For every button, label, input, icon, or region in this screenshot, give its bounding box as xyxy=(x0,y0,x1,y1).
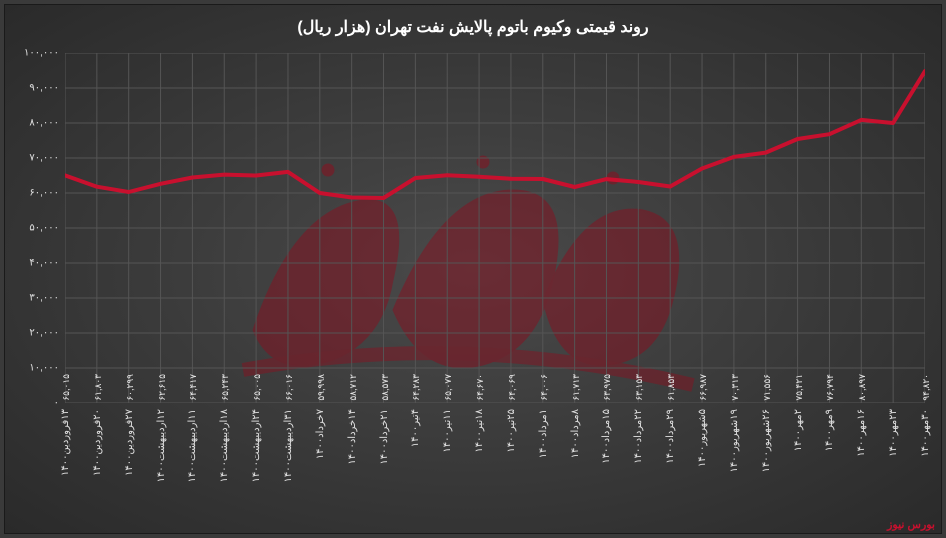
data-label: ۶۰,۲۹۹ xyxy=(125,374,135,401)
data-label: ۶۴,۴۱۷ xyxy=(188,374,198,401)
source-label: بورس نیوز xyxy=(887,518,935,531)
x-tick: ۱۸اردیبهشت۱۴۰۰ xyxy=(219,409,230,482)
data-label: ۶۴,۶۷۰ xyxy=(475,374,485,401)
data-label: ۶۵,۲۴۳ xyxy=(220,374,230,401)
x-tick: ۲۴اردیبهشت۱۴۰۰ xyxy=(251,409,262,482)
x-tick: ۳۱اردیبهشت۱۴۰۰ xyxy=(283,409,294,482)
x-tick: ۱۳فروردین۱۴۰۰ xyxy=(60,409,71,476)
x-tick: ۲۳مهر۱۴۰۰ xyxy=(888,409,899,457)
data-label: ۶۳,۱۵۳ xyxy=(634,374,644,401)
y-axis: ۰۱۰,۰۰۰۲۰,۰۰۰۳۰,۰۰۰۴۰,۰۰۰۵۰,۰۰۰۶۰,۰۰۰۷۰,… xyxy=(5,53,63,403)
data-label: ۷۶,۷۹۴ xyxy=(825,374,835,401)
data-label: ۵۸,۵۷۳ xyxy=(380,374,390,401)
y-tick: ۶۰,۰۰۰ xyxy=(29,188,59,199)
y-tick: ۵۰,۰۰۰ xyxy=(29,223,59,234)
y-tick: ۱۰,۰۰۰ xyxy=(29,363,59,374)
x-tick: ۵شهریور۱۴۰۰ xyxy=(697,409,708,467)
x-tick: ۱۱اردیبهشت۱۴۰۰ xyxy=(187,409,198,482)
x-tick: ۲۱خرداد۱۴۰۰ xyxy=(379,409,390,465)
x-tick: ۱۴خرداد۱۴۰۰ xyxy=(347,409,358,465)
x-tick: ۲۵تیر۱۴۰۰ xyxy=(506,409,517,453)
data-label: ۷۱,۵۵۶ xyxy=(762,374,772,401)
chart-title: روند قیمتی وکیوم باتوم پالایش نفت تهران … xyxy=(5,17,941,37)
x-tick: ۱۹شهریور۱۴۰۰ xyxy=(729,409,740,473)
y-tick: ۹۰,۰۰۰ xyxy=(29,83,59,94)
data-label: ۶۵,۰۱۵ xyxy=(61,374,71,401)
x-tick: ۲۲مرداد۱۴۰۰ xyxy=(633,409,644,464)
data-label: ۶۳,۹۷۵ xyxy=(602,374,612,401)
data-label: ۹۴,۸۲۰ xyxy=(921,374,931,401)
data-label: ۶۶,۹۸۷ xyxy=(698,374,708,401)
data-label: ۸۰,۸۹۷ xyxy=(857,374,867,401)
data-label: ۶۶,۰۱۶ xyxy=(284,374,294,401)
x-tick: ۴تیر۱۴۰۰ xyxy=(410,409,421,447)
x-tick: ۱۶مهر۱۴۰۰ xyxy=(856,409,867,457)
x-tick: ۲۰فروردین۱۴۰۰ xyxy=(92,409,103,476)
y-tick: ۳۰,۰۰۰ xyxy=(29,293,59,304)
x-tick: ۳۰مهر۱۴۰۰ xyxy=(920,409,931,457)
data-label: ۵۹,۹۹۸ xyxy=(316,374,326,401)
y-tick: ۷۰,۰۰۰ xyxy=(29,153,59,164)
data-label: ۶۴,۲۸۳ xyxy=(411,374,421,401)
data-label: ۶۴,۰۶۹ xyxy=(507,374,517,401)
x-tick: ۸مرداد۱۴۰۰ xyxy=(570,409,581,458)
data-label: ۶۴,۰۰۶ xyxy=(539,374,549,401)
x-tick: ۱۸تیر۱۴۰۰ xyxy=(474,409,485,453)
data-labels-layer: ۶۵,۰۱۵۶۱,۸۰۳۶۰,۲۹۹۶۲,۶۱۵۶۴,۴۱۷۶۵,۲۴۳۶۵,۰… xyxy=(65,53,925,403)
x-tick: ۹مهر۱۴۰۰ xyxy=(824,409,835,451)
data-label: ۶۵,۰۷۷ xyxy=(443,374,453,401)
y-tick: ۸۰,۰۰۰ xyxy=(29,118,59,129)
y-tick: ۱۰۰,۰۰۰ xyxy=(24,48,59,59)
y-tick: ۴۰,۰۰۰ xyxy=(29,258,59,269)
x-tick: ۲۷فروردین۱۴۰۰ xyxy=(124,409,135,476)
x-tick: ۱مرداد۱۴۰۰ xyxy=(538,409,549,458)
y-tick: ۲۰,۰۰۰ xyxy=(29,328,59,339)
plot-area: ۶۵,۰۱۵۶۱,۸۰۳۶۰,۲۹۹۶۲,۶۱۵۶۴,۴۱۷۶۵,۲۴۳۶۵,۰… xyxy=(65,53,925,403)
x-tick: ۲۹مرداد۱۴۰۰ xyxy=(665,409,676,464)
chart-container: روند قیمتی وکیوم باتوم پالایش نفت تهران … xyxy=(4,4,942,534)
data-label: ۶۱,۸۰۳ xyxy=(93,374,103,401)
x-tick: ۱۱تیر۱۴۰۰ xyxy=(442,409,453,453)
x-tick: ۲مهر۱۴۰۰ xyxy=(793,409,804,451)
data-label: ۶۱,۷۱۳ xyxy=(571,374,581,401)
data-label: ۵۸,۷۱۲ xyxy=(348,374,358,401)
x-tick: ۷خرداد۱۴۰۰ xyxy=(315,409,326,459)
data-label: ۶۲,۶۱۵ xyxy=(157,374,167,401)
data-label: ۷۵,۴۲۱ xyxy=(794,374,804,401)
x-axis: ۱۳فروردین۱۴۰۰۲۰فروردین۱۴۰۰۲۷فروردین۱۴۰۰۱… xyxy=(65,405,925,515)
data-label: ۶۵,۰۰۵ xyxy=(252,374,262,401)
data-label: ۷۰,۳۱۳ xyxy=(730,374,740,401)
data-label: ۶۱,۸۵۳ xyxy=(666,374,676,401)
x-tick: ۱۲اردیبهشت۱۴۰۰ xyxy=(156,409,167,482)
x-tick: ۲۶شهریور۱۴۰۰ xyxy=(761,409,772,473)
y-tick: ۰ xyxy=(54,398,59,409)
x-tick: ۱۵مرداد۱۴۰۰ xyxy=(601,409,612,464)
